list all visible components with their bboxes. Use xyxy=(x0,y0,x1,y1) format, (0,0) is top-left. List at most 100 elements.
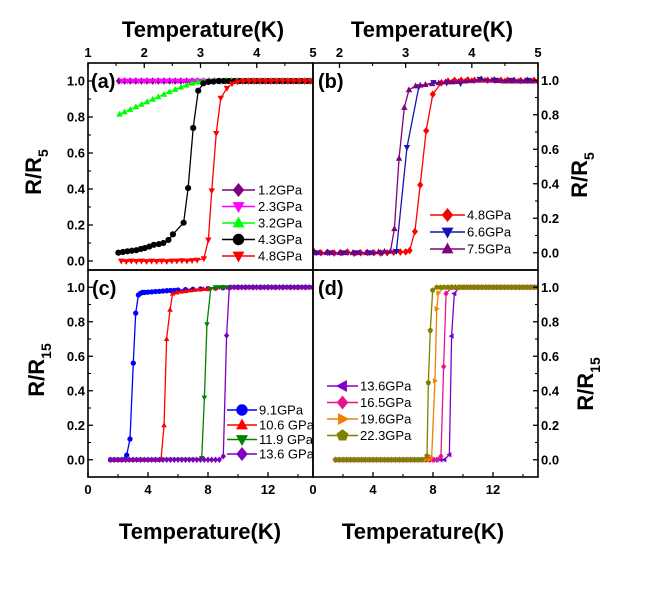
data-point-triangle-up xyxy=(143,98,151,105)
y-tick-label: 0.6 xyxy=(67,349,85,364)
plot-area xyxy=(115,77,313,266)
data-point-triangle-up xyxy=(342,249,350,256)
data-point-triangle-down xyxy=(240,78,247,85)
y-tick-label: 0.0 xyxy=(67,254,85,269)
data-point-diamond xyxy=(429,90,436,98)
data-point-triangle-up xyxy=(442,78,449,85)
data-point-diamond xyxy=(149,456,155,463)
data-point-triangle-down xyxy=(141,78,148,85)
data-point-diamond xyxy=(246,284,252,291)
data-point-pentagon xyxy=(362,456,369,463)
legend-marker-diamond xyxy=(232,182,245,198)
data-point-triangle-up xyxy=(196,286,202,292)
data-point-circle xyxy=(169,231,177,238)
data-point-diamond xyxy=(226,284,232,292)
data-point-diamond xyxy=(302,284,309,291)
series-22-3gpa xyxy=(332,284,538,463)
data-point-triangle-left xyxy=(446,451,452,458)
data-point-diamond xyxy=(111,456,117,463)
y-axis-title-main: R/R xyxy=(567,160,592,198)
x-axis-top: 2 3 4 5 xyxy=(336,45,542,68)
data-point-triangle-up xyxy=(475,76,482,83)
data-point-pentagon xyxy=(419,456,425,463)
data-point-triangle-down xyxy=(174,78,182,85)
data-point-circle xyxy=(130,360,136,366)
data-point-triangle-up xyxy=(428,80,436,87)
x-tick-label: 2 xyxy=(141,45,148,60)
data-point-triangle-down xyxy=(268,78,275,85)
data-point-diamond xyxy=(272,284,279,291)
data-point-triangle-up xyxy=(495,77,502,83)
data-point-pentagon xyxy=(456,284,462,290)
y-tick-label: 0.8 xyxy=(541,107,559,122)
data-point-diamond xyxy=(441,363,447,370)
y-axis-left: 0.0 0.2 0.4 0.6 0.8 1.0 xyxy=(67,74,93,269)
plot-area xyxy=(313,75,538,258)
legend-label: 13.6 GPa xyxy=(259,447,315,462)
x-tick-label: 5 xyxy=(309,45,316,60)
y-tick-label: 0.2 xyxy=(541,211,559,226)
y-tick-label: 1.0 xyxy=(67,74,85,89)
data-point-triangle-up xyxy=(508,77,515,84)
y-axis-title-subscript: 5 xyxy=(35,149,51,157)
data-point-triangle-down xyxy=(393,248,400,255)
data-point-diamond xyxy=(235,284,241,291)
y-axis-right: 0.0 0.2 0.4 0.6 0.8 1.0 xyxy=(533,73,560,260)
data-point-pentagon xyxy=(509,284,515,290)
data-point-triangle-up xyxy=(126,105,134,112)
data-point-diamond xyxy=(171,456,177,463)
data-point-pentagon xyxy=(505,284,511,290)
data-point-diamond xyxy=(231,284,237,291)
legend-label: 1.2GPa xyxy=(258,183,303,198)
legend-marker-triangle-down xyxy=(232,202,245,213)
data-point-diamond xyxy=(265,284,271,291)
data-point-triangle-up xyxy=(412,82,419,89)
legend-label: 7.5GPa xyxy=(467,242,512,257)
data-point-circle xyxy=(195,87,202,94)
data-point-triangle-up xyxy=(422,81,429,87)
data-point-pentagon xyxy=(377,456,384,463)
x-axis-bottom: 0 4 8 12 xyxy=(84,472,299,497)
data-point-circle xyxy=(210,78,217,85)
legend-entry: 10.6 GPa xyxy=(227,418,315,433)
data-point-triangle-down xyxy=(262,78,269,85)
data-point-triangle-up xyxy=(329,249,337,256)
data-point-pentagon xyxy=(429,287,436,293)
data-point-triangle-down xyxy=(207,286,214,292)
data-point-pentagon xyxy=(389,456,395,463)
data-point-pentagon xyxy=(501,284,507,290)
x-tick-label: 5 xyxy=(534,45,541,60)
legend-marker-diamond xyxy=(236,446,248,462)
y-axis-title-main: R/R xyxy=(573,373,598,411)
data-point-circle xyxy=(145,289,151,295)
data-point-triangle-up xyxy=(194,78,201,85)
data-point-triangle-right xyxy=(436,290,442,296)
x-tick-label: 3 xyxy=(197,45,204,60)
data-point-pentagon xyxy=(370,456,376,463)
legend-entry: 4.8GPa xyxy=(222,249,303,264)
data-point-pentagon xyxy=(527,284,534,290)
data-point-triangle-down xyxy=(213,131,220,137)
y-tick-label: 0.2 xyxy=(67,418,85,433)
legend-entry: 9.1GPa xyxy=(227,403,304,418)
panels: 1 2 3 4 50.00.20.40.60.81.01.2GPa2.3GPa3.2GP… xyxy=(67,45,560,497)
data-point-triangle-up xyxy=(381,247,388,254)
series-4-8gpa xyxy=(117,78,313,266)
data-point-triangle-up xyxy=(161,422,167,428)
data-point-triangle-down xyxy=(217,95,224,102)
data-point-diamond xyxy=(141,456,147,463)
data-point-diamond xyxy=(152,456,159,463)
x-tick-label: 12 xyxy=(261,482,275,497)
data-point-triangle-up xyxy=(488,76,495,83)
data-point-triangle-down xyxy=(301,78,309,85)
data-point-triangle-down xyxy=(205,237,212,244)
y-axis-title-main: R/R xyxy=(24,359,49,397)
data-point-triangle-down xyxy=(133,258,140,265)
panel-a-y-axis-title: R/R5 xyxy=(21,149,51,195)
data-point-triangle-up xyxy=(188,79,196,86)
data-point-pentagon xyxy=(381,456,387,463)
data-point-triangle-up xyxy=(200,285,207,292)
